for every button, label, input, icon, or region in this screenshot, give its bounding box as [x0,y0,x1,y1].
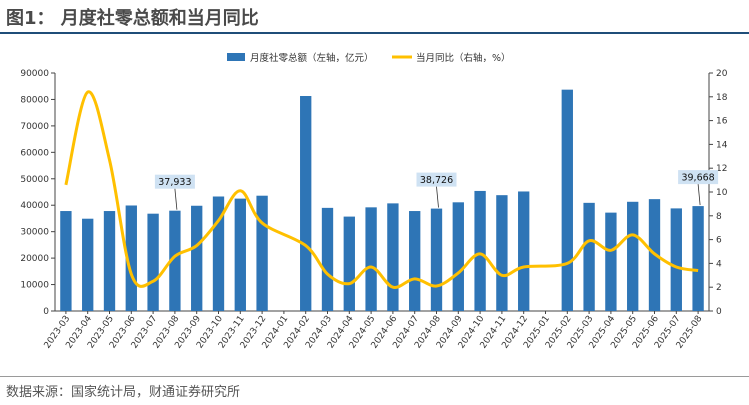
figure-title: 图1： 月度社零总额和当月同比 [6,8,259,29]
left-tick-label: 30000 [20,228,49,238]
bar [605,212,617,311]
left-tick-label: 70000 [20,122,49,132]
x-axis: 2023-032023-042023-052023-062023-072023-… [43,310,709,351]
bar [321,207,334,311]
right-tick-label: 0 [716,307,722,317]
right-tick-label: 18 [716,93,728,103]
callout-leader [436,186,439,208]
bar [496,195,508,311]
bar [670,208,682,311]
callout-leader [174,188,178,210]
callout-leader [697,184,701,206]
right-tick-label: 12 [716,164,727,174]
left-tick-label: 50000 [20,175,49,185]
bar [387,203,399,311]
bar [82,218,94,311]
bar [518,191,530,311]
bar [147,213,159,311]
callout-label: 38,726 [420,175,453,186]
bar [430,208,443,311]
bar [256,195,268,311]
bar [212,196,225,311]
legend-bar-swatch [227,53,245,61]
title-divider [0,32,749,34]
legend-line-label: 当月同比（右轴，%） [416,52,511,64]
bar [234,198,246,311]
bar-series [60,89,704,311]
left-tick-label: 10000 [20,281,49,291]
left-tick-label: 90000 [20,69,49,79]
source-note: 数据来源：国家统计局，财通证券研究所 [6,385,241,400]
bar [583,202,595,311]
right-tick-label: 4 [716,259,722,269]
right-tick-label: 10 [716,188,728,198]
callout-box [154,174,195,189]
line-series [64,90,699,289]
legend-bar-label: 月度社零总额（左轴，亿元） [250,52,374,64]
bar [343,216,355,311]
bar [365,207,377,311]
left-tick-label: 0 [43,307,49,317]
left-tick-label: 60000 [20,148,49,158]
callouts: 37,933 38,726 39,668 [154,170,719,210]
callout-label: 39,668 [681,173,714,184]
callout-box [416,172,457,187]
right-tick-label: 8 [716,212,722,222]
bar [561,89,573,311]
bar [191,205,203,311]
callout-label: 37,933 [158,177,191,188]
yoy-line [64,90,699,289]
bar [474,190,486,311]
bar [125,205,137,311]
left-tick-label: 40000 [20,201,49,211]
bar [103,211,116,311]
bar [692,206,704,311]
chart-canvas: 月度社零总额（左轴，亿元） 当月同比（右轴，%） 0 10000 20000 3000… [20,52,728,351]
bar [60,211,72,311]
left-tick-label: 20000 [20,254,49,264]
right-tick-label: 16 [716,117,728,127]
right-tick-label: 2 [716,283,722,293]
bar [627,201,639,311]
bar [452,202,464,311]
footer-divider [0,376,749,377]
left-axis: 0 10000 20000 30000 40000 50000 60000 70000 8000… [20,69,56,317]
right-tick-label: 6 [716,236,722,246]
bar [300,96,312,311]
left-tick-label: 80000 [20,95,49,105]
callout-box [678,170,719,185]
bar [169,210,181,311]
right-tick-label: 14 [716,140,728,150]
right-axis: 0 2 4 6 8 10 12 14 16 18 20 [708,69,728,317]
bar [409,211,421,311]
legend: 月度社零总额（左轴，亿元） 当月同比（右轴，%） [227,52,511,64]
right-tick-label: 20 [716,69,728,79]
